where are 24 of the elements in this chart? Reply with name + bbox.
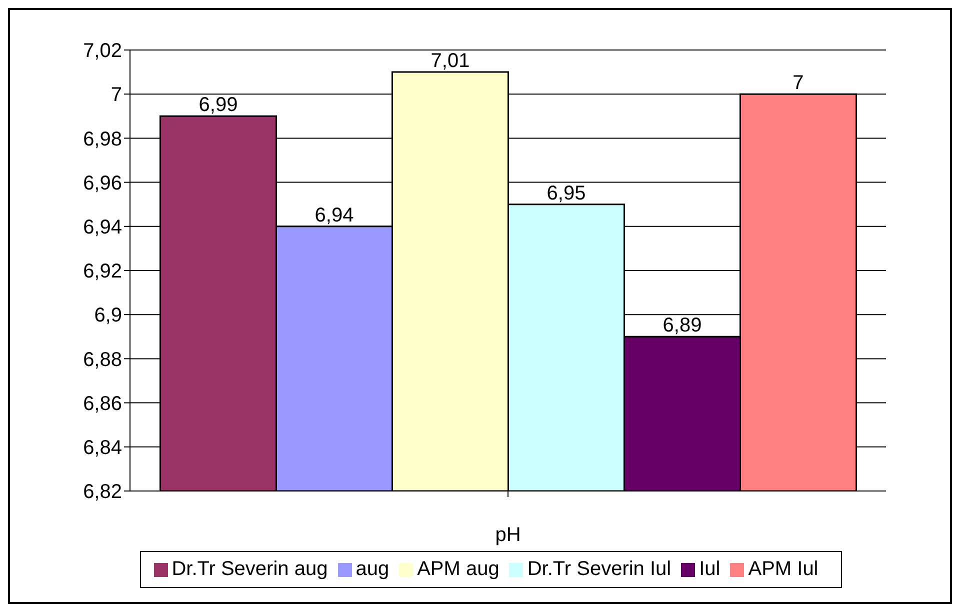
y-tick-label: 6,92: [83, 260, 122, 283]
y-tick-label: 6,86: [83, 392, 122, 415]
legend-label: Dr.Tr Severin aug: [172, 558, 328, 580]
y-tick-label: 7,02: [83, 40, 122, 62]
data-label: 6,89: [662, 314, 702, 337]
legend-label: APM Iul: [748, 558, 818, 580]
data-label: 6,99: [198, 94, 238, 116]
y-tick-label: 6,98: [83, 128, 122, 150]
data-label: 7,01: [430, 50, 470, 72]
y-tick-label: 6,84: [83, 437, 122, 459]
y-tick-label: 6,9: [94, 304, 122, 327]
data-label: 6,94: [314, 204, 354, 226]
legend-label: Iul: [699, 558, 720, 580]
y-tick-label: 7: [110, 84, 122, 106]
data-label: 7: [792, 72, 804, 94]
y-tick-label: 6,88: [83, 348, 122, 371]
y-tick-label: 6,94: [83, 216, 122, 238]
data-label: 6,95: [546, 182, 586, 204]
y-tick-label: 6,82: [83, 481, 122, 504]
legend-label: Dr.Tr Severin Iul: [527, 558, 672, 580]
y-tick-label: 6,96: [83, 172, 122, 194]
legend-label: APM aug: [417, 558, 500, 580]
x-axis-title: pH: [495, 524, 521, 546]
legend-label: aug: [356, 558, 390, 580]
